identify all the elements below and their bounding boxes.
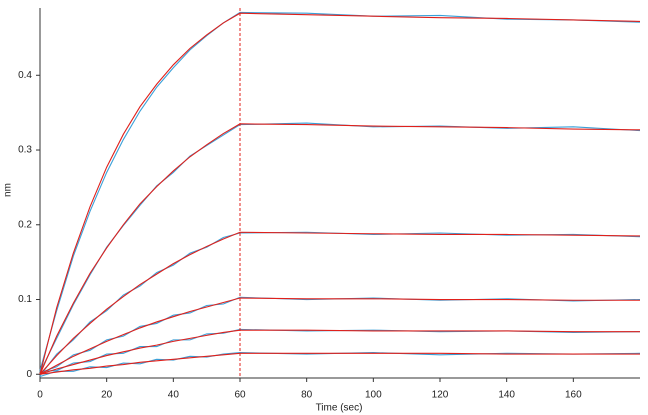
series-line — [39, 122, 641, 373]
series-line — [39, 352, 640, 375]
y-tick-label: 0.1 — [18, 294, 32, 305]
series-line — [39, 231, 641, 375]
x-tick-label: 20 — [101, 390, 113, 401]
series-line — [39, 328, 641, 372]
x-tick-label: 40 — [168, 390, 180, 401]
series-line — [39, 123, 641, 375]
y-tick-label: 0.4 — [18, 70, 32, 81]
series-line — [39, 329, 640, 375]
y-axis-label: nm — [3, 183, 14, 197]
y-tick-label: 0 — [26, 369, 32, 380]
x-tick-label: 140 — [498, 390, 515, 401]
x-tick-label: 60 — [234, 390, 246, 401]
x-tick-label: 160 — [565, 390, 582, 401]
series-line — [39, 11, 641, 371]
x-axis-label: Time (sec) — [316, 403, 363, 414]
series-line — [39, 352, 641, 378]
x-tick-label: 100 — [365, 390, 382, 401]
series-line — [39, 296, 641, 374]
series-line — [39, 297, 640, 375]
x-tick-label: 80 — [301, 390, 313, 401]
series-line — [39, 12, 641, 375]
x-tick-label: 120 — [432, 390, 449, 401]
y-tick-label: 0.3 — [18, 145, 32, 156]
series-line — [39, 231, 641, 377]
x-tick-label: 0 — [37, 390, 43, 401]
y-tick-label: 0.2 — [18, 219, 32, 230]
